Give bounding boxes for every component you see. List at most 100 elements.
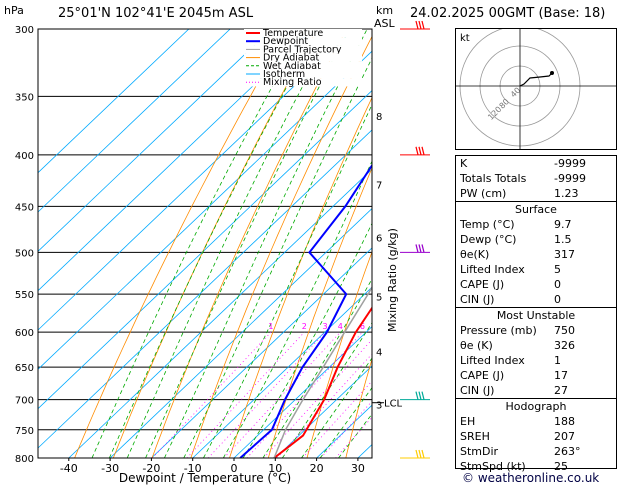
index-value: 0 [554,293,561,306]
index-row: PW (cm) 1.23 [456,186,616,201]
temperature-tick-label: 10 [268,462,282,475]
isotherm-line [38,29,314,292]
mixing-ratio-label: 4 [338,322,343,331]
legend-label: Temperature [262,28,323,39]
legend-label: Isotherm [263,69,305,80]
wind-barb-flag [418,449,422,459]
mixing-ratio-line [276,353,372,458]
dry-adiabat-line [229,96,372,458]
isotherm-line [38,129,372,449]
index-label: PW (cm) [460,187,507,200]
mixing-ratio-line [320,400,372,458]
index-label: EH [460,415,476,428]
pressure-unit-label: hPa [4,4,24,17]
wind-barb-flag [415,449,419,459]
index-value: 317 [554,248,575,261]
index-value: 188 [554,415,575,428]
height-km-tick-label: 8 [376,112,382,123]
temperature-tick-label: -30 [101,462,119,475]
index-label: Totals Totals [460,172,527,185]
isotherm-line [38,29,231,213]
dry-adiabat-line [190,35,372,458]
wet-adiabat-line [126,29,334,458]
index-row: StmDir 263° [456,444,616,459]
height-km-tick-label: 7 [376,180,382,191]
wind-barb-flag [421,391,425,400]
wind-barb-flag [421,244,425,253]
wet-adiabat-line [91,29,305,458]
index-value: 27 [554,384,568,397]
isotherm-line [151,247,372,458]
temperature-tick-label: -20 [142,462,160,475]
index-row: Lifted Index 5 [456,262,616,277]
index-row: Dewp (°C) 1.5 [456,232,616,247]
x-axis-title: Dewpoint / Temperature (°C) [119,471,291,485]
hodograph-panel: kt 40 80 120 [455,25,617,150]
wet-adiabat-line [108,29,319,458]
wet-adiabat-line [242,222,372,458]
mixing-ratio-label: 3 [322,322,327,331]
most-unstable-table: Pressure (mb) 750 θe (K) 326 Lifted Index 1 CA… [456,323,616,398]
pressure-tick-label: 450 [15,202,34,213]
index-row: Pressure (mb) 750 [456,323,616,338]
isotherm-line [38,29,190,174]
legend-label: Dewpoint [263,36,308,47]
index-value: 263° [554,445,581,458]
credit-footer: © weatheronline.co.uk [462,471,600,485]
index-value: 1 [554,354,561,367]
wet-adiabat-line [145,29,350,458]
wind-barb [400,146,430,156]
legend-bg [244,29,362,38]
wind-barb [400,20,430,30]
dry-adiabat-line [112,29,318,458]
legend-bg [244,70,362,79]
wind-barb [400,391,430,401]
mixing-ratio-line [152,331,272,458]
hodograph-trace [519,72,553,87]
isotherm-line [275,365,372,458]
mixing-ratio-axis-title: Mixing Ratio (g/kg) [386,228,399,332]
surface-title: Surface [515,203,557,216]
mixing-ratio-label: 6 [360,322,365,331]
wet-adiabat-line [301,357,372,458]
mixing-ratio-label: 2 [302,322,307,331]
index-value: 0 [554,278,561,291]
wind-barb-flag [421,146,425,155]
index-label: θe(K) [460,248,490,261]
mixing-ratio-label: 1 [268,322,273,331]
index-row: θe(K) 317 [456,247,616,262]
legend-label: Mixing Ratio [263,77,322,88]
wind-barb-flag [415,20,419,30]
temperature-tick-label: -40 [60,462,78,475]
index-label: Dewp (°C) [460,233,517,246]
mixing-ratio-label: 8 [376,322,381,331]
pressure-tick-label: 400 [15,151,34,162]
isotherm-line [38,50,372,370]
temperature-tick-label: 20 [310,462,324,475]
legend-label: Wet Adiabat [263,61,321,72]
index-row: SREH 207 [456,429,616,444]
pressure-tick-label: 600 [15,328,34,339]
index-value: 9.7 [554,218,572,231]
index-label: StmDir [460,445,499,458]
pressure-tick-label: 700 [15,396,34,407]
wind-barb-flag [415,391,419,400]
lcl-label: LCL [384,399,403,410]
pressure-tick-label: 800 [15,454,34,465]
index-row: K -9999 [456,156,616,171]
isotherm-line [192,286,372,458]
legend-bg [244,53,362,62]
index-label: SREH [460,430,490,443]
legend-label: Parcel Trajectory [263,44,342,55]
hodograph-index-table: EH 188 SREH 207 StmDir 263° StmSpd (kt) 25 [456,414,616,474]
surface-table: Temp (°C) 9.7 Dewp (°C) 1.5 θe(K) 317 Lifted I… [456,217,616,307]
index-value: -9999 [554,157,586,170]
index-value: 5 [554,263,561,276]
isotherm-line [38,29,272,252]
datetime-title: 24.02.2025 00GMT (Base: 18) [410,6,606,21]
temperature-line [273,306,372,458]
wind-barb-flag [415,244,419,253]
pressure-tick-label: 350 [15,92,34,103]
index-value: 207 [554,430,575,443]
